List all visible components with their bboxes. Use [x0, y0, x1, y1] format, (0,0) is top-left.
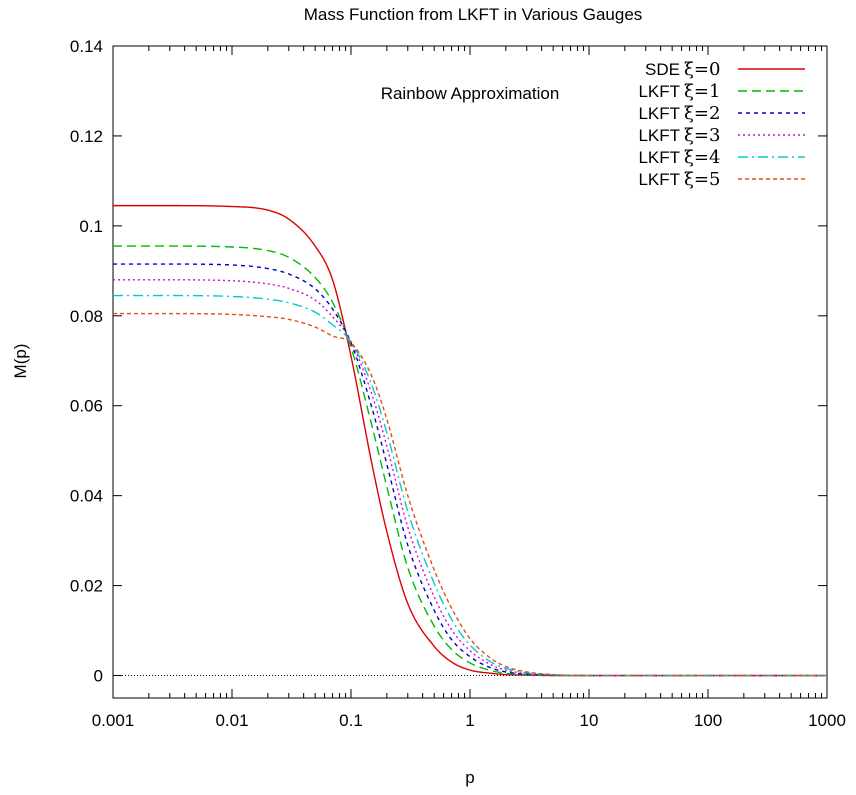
x-tick-label: 10 [580, 711, 599, 730]
y-axis-label: M(p) [11, 344, 30, 379]
y-tick-label: 0.04 [70, 487, 103, 506]
legend-series-name: LKFT [638, 148, 680, 167]
series-line-xi-4 [113, 296, 827, 676]
legend-gauge-label: ξ=3 [684, 125, 720, 146]
legend-series-name: LKFT [638, 126, 680, 145]
legend-gauge-label: ξ=4 [684, 147, 720, 168]
legend-gauge-label: ξ=0 [684, 59, 720, 80]
y-tick-label: 0.06 [70, 397, 103, 416]
axes: 0 0.02 0.04 0.06 0.08 0.1 0.12 0.14 0.001 0.01 0.1… [70, 37, 846, 730]
y-tick-label: 0 [94, 667, 103, 686]
y-tick-label: 0.02 [70, 577, 103, 596]
y-tick-label: 0.1 [79, 217, 103, 236]
annotation-label: Rainbow Approximation [381, 84, 560, 103]
x-axis-label: p [465, 768, 474, 787]
x-tick-label: 100 [694, 711, 722, 730]
x-tick-label: 0.01 [215, 711, 248, 730]
series-line-xi-5 [113, 314, 827, 676]
legend-gauge-label: ξ=1 [684, 81, 720, 102]
chart-title: Mass Function from LKFT in Various Gauge… [304, 5, 643, 24]
x-tick-label: 1000 [808, 711, 846, 730]
x-tick-label: 1 [465, 711, 474, 730]
legend-gauge-label: ξ=5 [684, 169, 720, 190]
series-line-xi-1 [113, 246, 827, 675]
legend-series-name: SDE [645, 60, 680, 79]
legend-gauge-label: ξ=2 [684, 103, 720, 124]
x-tick-label: 0.1 [339, 711, 363, 730]
legend-series-name: LKFT [638, 104, 680, 123]
y-tick-label: 0.14 [70, 37, 103, 56]
series-line-xi-3 [113, 280, 827, 676]
series-layer [113, 206, 827, 676]
x-tick-label: 0.001 [92, 711, 135, 730]
series-line-xi-2 [113, 264, 827, 675]
series-line-xi-0 [113, 206, 827, 676]
legend-series-name: LKFT [638, 170, 680, 189]
y-tick-label: 0.12 [70, 127, 103, 146]
legend-series-name: LKFT [638, 82, 680, 101]
y-tick-label: 0.08 [70, 307, 103, 326]
